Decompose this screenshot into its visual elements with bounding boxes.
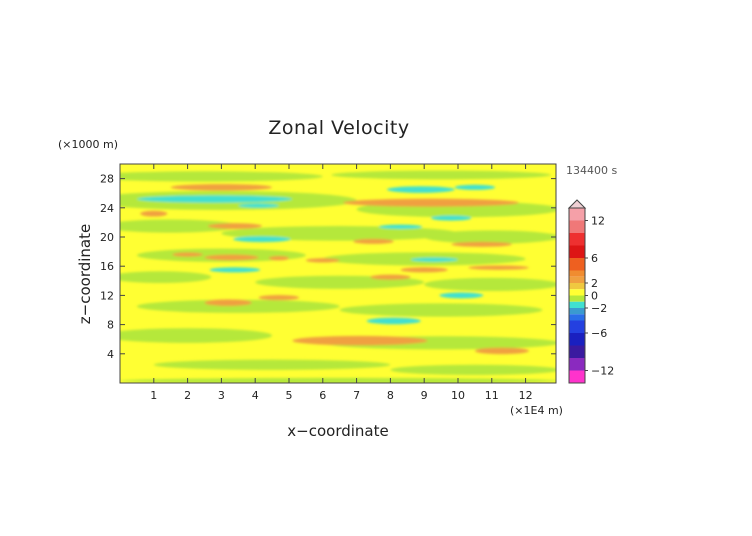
colorbar-tick-label: −2	[591, 302, 607, 315]
colorbar-tick-label: −12	[591, 365, 614, 378]
contour-region	[120, 219, 239, 233]
colorbar-level	[569, 345, 585, 358]
time-label: 134400 s	[566, 164, 617, 177]
x-axis-title: x−coordinate	[287, 422, 388, 440]
colorbar-level	[569, 276, 585, 283]
contour-region	[400, 267, 448, 273]
colorbar-level	[569, 295, 585, 302]
contour-region	[430, 215, 472, 221]
y-tick-label: 8	[107, 319, 114, 332]
contour-region	[120, 377, 556, 383]
x-tick-label: 5	[285, 389, 292, 402]
contour-region	[390, 364, 556, 375]
x-tick-label: 11	[485, 389, 499, 402]
contour-region	[209, 267, 261, 273]
x-axis-ticks: 1 2 3 4 5 6 7 8 9 10 11 12	[150, 164, 533, 402]
contour-region	[140, 210, 168, 217]
y-tick-label: 20	[100, 231, 114, 244]
x-tick-label: 9	[421, 389, 428, 402]
contour-region	[204, 299, 252, 306]
contour-region	[424, 277, 556, 292]
colorbar-level	[569, 233, 585, 246]
contour-region	[120, 171, 323, 182]
colorbar-level	[569, 358, 585, 371]
colorbar-level	[569, 320, 585, 333]
colorbar: 12 6 20−2 −6 −12	[567, 199, 614, 384]
colorbar-level	[569, 270, 585, 277]
chart-title: Zonal Velocity	[268, 117, 409, 139]
contour-region	[366, 317, 421, 325]
y-axis-title: z−coordinate	[76, 224, 94, 324]
colorbar-level	[569, 283, 585, 290]
contour-region	[378, 224, 423, 229]
x-tick-label: 4	[252, 389, 259, 402]
colorbar-tick-label: 2	[591, 277, 598, 290]
colorbar-level	[569, 301, 585, 308]
contour-region	[474, 347, 529, 355]
colorbar-tick-label: 6	[591, 252, 598, 265]
colorbar-tick-label: −6	[591, 327, 607, 340]
contour-region	[292, 335, 428, 346]
contour-region	[258, 295, 300, 301]
y-unit-label: (×1000 m)	[58, 138, 118, 151]
contour-region	[331, 170, 551, 180]
contour-region	[268, 255, 289, 261]
y-tick-label: 4	[107, 348, 114, 361]
contour-region	[451, 241, 513, 247]
contour-region	[238, 203, 279, 208]
contour-region	[233, 236, 291, 243]
y-tick-label: 28	[100, 173, 114, 186]
colorbar-level	[569, 308, 585, 315]
contour-region	[136, 195, 293, 203]
x-tick-label: 2	[184, 389, 191, 402]
y-axis-ticks: 4 8 12 16 20 24 28	[100, 173, 556, 361]
x-tick-label: 3	[218, 389, 225, 402]
x-unit-label: (×1E4 m)	[510, 404, 563, 417]
y-tick-label: 12	[100, 289, 114, 302]
x-tick-label: 6	[319, 389, 326, 402]
colorbar-level	[569, 208, 585, 221]
x-tick-label: 12	[519, 389, 533, 402]
contour-region	[170, 184, 273, 191]
contour-region	[468, 265, 529, 270]
contour-region	[410, 257, 458, 262]
colorbar-level	[569, 289, 585, 296]
contour-region	[120, 328, 273, 343]
contour-region	[370, 274, 411, 280]
x-tick-label: 7	[353, 389, 360, 402]
contour-region	[153, 359, 391, 370]
plot-area	[120, 164, 556, 383]
contour-regions	[120, 170, 556, 383]
colorbar-max-arrow	[567, 199, 587, 209]
contour-region	[207, 223, 262, 229]
contour-region	[339, 303, 543, 317]
contour-region	[439, 292, 484, 299]
colorbar-level	[569, 258, 585, 271]
plot-frame	[119, 163, 557, 384]
colorbar-level	[569, 314, 585, 321]
colorbar-level	[569, 333, 585, 346]
y-tick-label: 16	[100, 260, 114, 273]
y-tick-label: 24	[100, 202, 114, 215]
contour-region	[204, 254, 259, 261]
contour-region	[136, 299, 340, 313]
colorbar-level	[569, 370, 585, 383]
x-tick-label: 10	[451, 389, 465, 402]
contour-region	[353, 238, 394, 244]
x-tick-label: 1	[150, 389, 157, 402]
x-tick-label: 8	[387, 389, 394, 402]
contour-region	[343, 198, 519, 207]
contour-region	[387, 186, 455, 193]
colorbar-level	[569, 245, 585, 258]
colorbar-tick-label: 12	[591, 215, 605, 228]
contour-region	[305, 258, 340, 263]
contour-region	[454, 184, 496, 190]
colorbar-level	[569, 220, 585, 233]
colorbar-tick-label: 0	[591, 290, 598, 303]
contour-region	[424, 230, 556, 244]
contour-region	[120, 271, 212, 283]
contour-region	[172, 252, 203, 257]
